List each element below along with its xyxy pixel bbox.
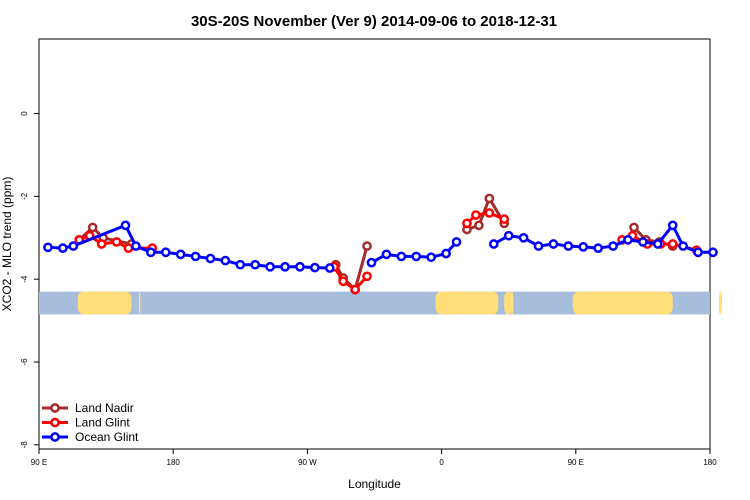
ocean-glint-point <box>68 241 79 251</box>
map-land <box>510 291 514 315</box>
map-land <box>504 291 512 315</box>
map-land <box>718 291 722 315</box>
chart-title: 30S-20S November (Ver 9) 2014-09-06 to 2… <box>191 13 557 30</box>
legend-marker-land-nadir <box>50 403 60 413</box>
ocean-glint-point <box>693 247 703 258</box>
ocean-glint-point <box>426 252 437 263</box>
ocean-glint-point <box>295 261 305 272</box>
map-strip <box>39 291 722 315</box>
map-land <box>77 291 132 315</box>
x-tick-label: 180 <box>167 458 181 467</box>
x-axis: 90 E 180 90 W 0 90 E 180 <box>31 449 717 467</box>
ocean-glint-point <box>563 241 574 251</box>
plot-frame <box>38 38 711 450</box>
land-glint-line <box>332 265 369 292</box>
map-land <box>138 291 141 315</box>
map-ocean <box>39 291 710 315</box>
ocean-glint-point <box>43 242 53 253</box>
land-glint-point <box>96 239 107 249</box>
ocean-glint-point <box>175 249 186 260</box>
ocean-glint-point <box>265 261 275 272</box>
land-glint-point <box>350 284 360 295</box>
x-tick-label: 90 E <box>31 458 47 467</box>
ocean-glint-point <box>280 261 290 272</box>
y-tick-label: -8 <box>20 441 29 449</box>
map-land <box>465 291 499 315</box>
map-land <box>572 291 673 315</box>
ocean-glint-point <box>145 247 156 258</box>
land-glint-point <box>462 218 472 229</box>
y-tick-label: -2 <box>20 192 29 200</box>
land-nadir-point <box>474 220 484 231</box>
land-glint-point <box>499 214 510 225</box>
y-tick-label: -6 <box>20 358 29 366</box>
ocean-glint-point <box>396 251 407 262</box>
x-tick-label: 90 W <box>298 458 317 467</box>
y-axis: 0 -2 -4 -6 -8 <box>20 111 39 449</box>
ocean-glint-point <box>205 253 216 264</box>
land-glint-point <box>667 239 678 249</box>
land-nadir-point <box>629 222 639 233</box>
ocean-glint-line <box>493 223 713 254</box>
land-glint-point <box>111 237 122 247</box>
legend-marker-ocean-glint <box>50 432 60 442</box>
ocean-glint-point <box>578 242 589 252</box>
x-tick-label: 90 E <box>568 458 584 467</box>
map-land <box>459 291 467 315</box>
ocean-glint-point <box>667 220 678 231</box>
ocean-glint-point <box>411 251 422 262</box>
ocean-glint-point <box>381 249 392 260</box>
ocean-glint-point <box>593 243 604 253</box>
ocean-glint-point <box>220 255 231 266</box>
ocean-glint-point <box>608 241 618 251</box>
land-glint-point <box>471 210 481 220</box>
x-tick-label: 180 <box>703 458 717 467</box>
ocean-glint-point <box>120 220 131 231</box>
land-nadir-point <box>87 222 98 233</box>
land-glint-point <box>123 243 134 253</box>
ocean-glint-point <box>160 247 171 258</box>
ocean-glint-point <box>310 262 320 273</box>
land-glint-line <box>465 211 505 225</box>
ocean-glint-point <box>623 235 633 245</box>
series-layer <box>43 193 718 295</box>
ocean-glint-point <box>652 239 663 249</box>
land-nadir-line <box>466 196 506 231</box>
ocean-glint-point <box>131 241 141 251</box>
land-glint-point <box>484 208 495 218</box>
land-glint-point <box>362 271 372 282</box>
ocean-glint-point <box>518 232 529 243</box>
ocean-glint-point <box>548 239 559 249</box>
ocean-glint-point <box>451 237 462 247</box>
y-axis-label: XCO2 - MLO trend (ppm) <box>0 177 14 312</box>
ocean-glint-point <box>488 239 499 249</box>
legend-label-land-glint: Land Glint <box>75 416 130 430</box>
ocean-glint-point <box>366 257 377 268</box>
y-tick-label: 0 <box>20 111 29 116</box>
ocean-glint-point <box>235 259 246 270</box>
ocean-glint-point <box>503 230 514 241</box>
x-tick-label: 0 <box>439 458 444 467</box>
ocean-glint-point <box>678 241 689 251</box>
x-axis-label: Longitude <box>348 477 401 491</box>
land-glint-point <box>338 276 349 287</box>
ocean-glint-point <box>190 251 201 262</box>
ocean-glint-point <box>324 263 335 273</box>
ocean-glint-point <box>250 259 261 270</box>
y-tick-label: -4 <box>20 275 29 283</box>
ocean-glint-point <box>441 248 451 259</box>
ocean-glint-point <box>533 241 544 251</box>
ocean-glint-point <box>638 237 648 247</box>
ocean-glint-point <box>708 247 718 258</box>
legend-label-land-nadir: Land Nadir <box>75 401 134 415</box>
land-nadir-point <box>362 241 372 251</box>
ocean-glint-point <box>58 243 68 253</box>
legend-marker-land-glint <box>50 417 60 428</box>
legend-label-ocean-glint: Ocean Glint <box>75 430 139 444</box>
land-nadir-point <box>484 193 495 204</box>
